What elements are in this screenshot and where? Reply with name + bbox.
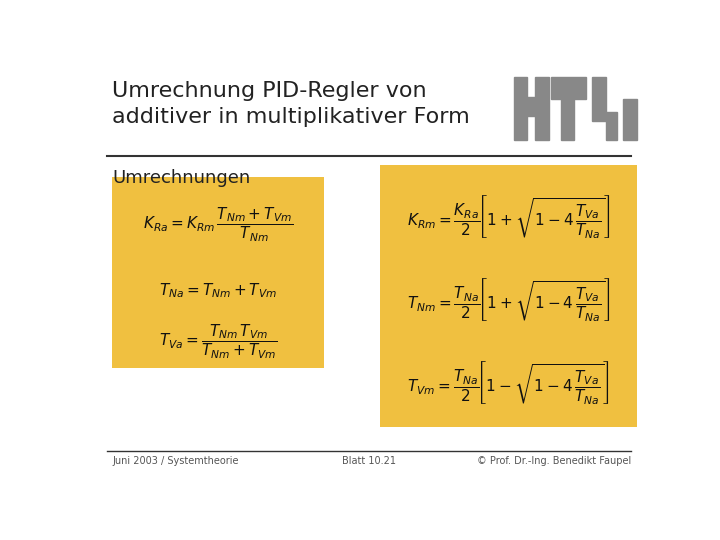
FancyBboxPatch shape — [380, 165, 637, 427]
Text: $T_{Va} = \dfrac{T_{Nm}\,T_{Vm}}{T_{Nm} + T_{Vm}}$: $T_{Va} = \dfrac{T_{Nm}\,T_{Vm}}{T_{Nm} … — [159, 322, 278, 361]
Text: Umrechnungen: Umrechnungen — [112, 168, 251, 187]
Bar — [593, 77, 606, 121]
Bar — [535, 77, 549, 140]
Bar — [606, 112, 617, 140]
Bar — [561, 99, 575, 140]
Text: $T_{Vm} = \dfrac{T_{Na}}{2}\!\left[1 - \sqrt{1 - 4\,\dfrac{T_{Va}}{T_{Na}}}\righ: $T_{Vm} = \dfrac{T_{Na}}{2}\!\left[1 - \… — [408, 360, 610, 408]
Text: $T_{Na} = T_{Nm} + T_{Vm}$: $T_{Na} = T_{Nm} + T_{Vm}$ — [159, 281, 277, 300]
Text: Umrechnung PID-Regler von
additiver in multiplikativer Form: Umrechnung PID-Regler von additiver in m… — [112, 82, 470, 127]
Text: $T_{Nm} = \dfrac{T_{Na}}{2}\!\left[1 + \sqrt{1 - 4\,\dfrac{T_{Va}}{T_{Na}}}\righ: $T_{Nm} = \dfrac{T_{Na}}{2}\!\left[1 + \… — [407, 277, 610, 325]
Text: Blatt 10.21: Blatt 10.21 — [342, 456, 396, 465]
Text: $K_{Rm} = \dfrac{K_{Ra}}{2}\!\left[1 + \sqrt{1 - 4\,\dfrac{T_{Va}}{T_{Na}}}\righ: $K_{Rm} = \dfrac{K_{Ra}}{2}\!\left[1 + \… — [407, 194, 611, 241]
Bar — [624, 99, 637, 140]
Bar — [514, 77, 528, 140]
Text: Juni 2003 / Systemtheorie: Juni 2003 / Systemtheorie — [112, 456, 239, 465]
Bar — [551, 77, 585, 99]
Text: $K_{Ra} = K_{Rm}\,\dfrac{T_{Nm} + T_{Vm}}{T_{Nm}}$: $K_{Ra} = K_{Rm}\,\dfrac{T_{Nm} + T_{Vm}… — [143, 206, 294, 244]
Bar — [528, 97, 535, 116]
FancyBboxPatch shape — [112, 177, 324, 368]
Text: © Prof. Dr.-Ing. Benedikt Faupel: © Prof. Dr.-Ing. Benedikt Faupel — [477, 456, 631, 465]
